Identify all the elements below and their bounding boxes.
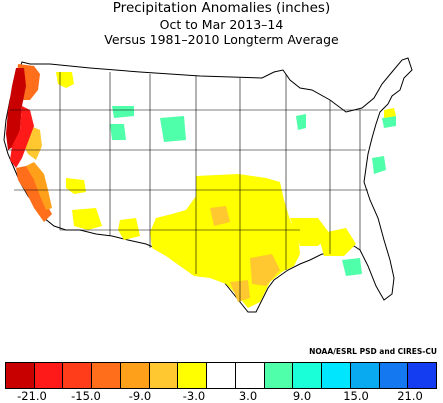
legend-swatch-5 xyxy=(149,363,179,388)
legend-tick-labels: -21.0 -15.0 -9.0 -3.0 3.0 9.0 15.0 21.0 xyxy=(5,390,437,403)
legend-swatch-11 xyxy=(322,363,351,388)
legend-swatch-7 xyxy=(207,363,236,388)
region-wet-slight-new-england xyxy=(382,116,396,128)
region-dry-mid-central-ca xyxy=(16,166,52,222)
legend-swatch-2 xyxy=(63,363,93,388)
legend-swatch-9 xyxy=(264,363,294,388)
region-dry-slight-new-mexico xyxy=(118,218,140,240)
legend-swatch-3 xyxy=(92,363,121,388)
region-dry-core-coast xyxy=(6,68,26,150)
map-titles: Precipitation Anomalies (inches) Oct to … xyxy=(0,0,443,47)
legend-swatch-1 xyxy=(34,363,64,388)
legend-tick-label: 3.0 xyxy=(238,389,258,403)
map-subtitle-period: Oct to Mar 2013–14 xyxy=(159,17,284,32)
legend-swatch-14 xyxy=(408,363,437,388)
legend-colorbar xyxy=(5,362,437,389)
legend-swatch-8 xyxy=(235,363,265,388)
region-wet-slight-south-carolina xyxy=(342,258,362,276)
legend-swatch-10 xyxy=(293,363,323,388)
region-wet-slight-wyoming xyxy=(160,116,186,142)
legend-swatch-13 xyxy=(379,363,409,388)
legend-swatch-4 xyxy=(120,363,150,388)
legend-swatch-0 xyxy=(6,363,35,388)
legend-tick-label: 21.0 xyxy=(397,389,423,403)
map-subtitle-baseline: Versus 1981–2010 Longterm Average xyxy=(104,32,339,47)
region-dry-weak-gulf-coast xyxy=(250,254,280,286)
region-wet-slight-idaho xyxy=(110,124,126,140)
map-title: Precipitation Anomalies (inches) xyxy=(112,0,331,16)
data-credit: NOAA/ESRL PSD and CIRES-CU xyxy=(309,347,437,356)
legend-swatch-12 xyxy=(350,363,380,388)
climate-division-lines xyxy=(6,72,378,302)
region-dry-strong-coast xyxy=(10,106,34,168)
legend-swatch-6 xyxy=(178,363,208,388)
legend-tick-label: -15.0 xyxy=(71,389,101,403)
region-wet-slight-michigan xyxy=(296,114,306,130)
legend-tick-label: 9.0 xyxy=(292,389,312,403)
region-dry-slight-new-england xyxy=(384,108,396,118)
region-wet-slight-mid-atlantic xyxy=(372,156,386,174)
region-dry-slight-arizona xyxy=(72,208,102,230)
us-precipitation-map xyxy=(3,57,413,313)
region-dry-weak-oklahoma xyxy=(210,206,230,226)
region-wet-slight-montana xyxy=(112,106,134,118)
legend-tick-label: 15.0 xyxy=(343,389,369,403)
region-dry-slight-southeast xyxy=(318,228,356,256)
region-dry-light-southern-ca xyxy=(26,162,52,210)
legend-tick-label: -3.0 xyxy=(182,389,206,403)
legend-tick-label: -9.0 xyxy=(128,389,152,403)
region-dry-slight-idaho xyxy=(56,72,74,88)
legend-tick-label: -21.0 xyxy=(17,389,47,403)
